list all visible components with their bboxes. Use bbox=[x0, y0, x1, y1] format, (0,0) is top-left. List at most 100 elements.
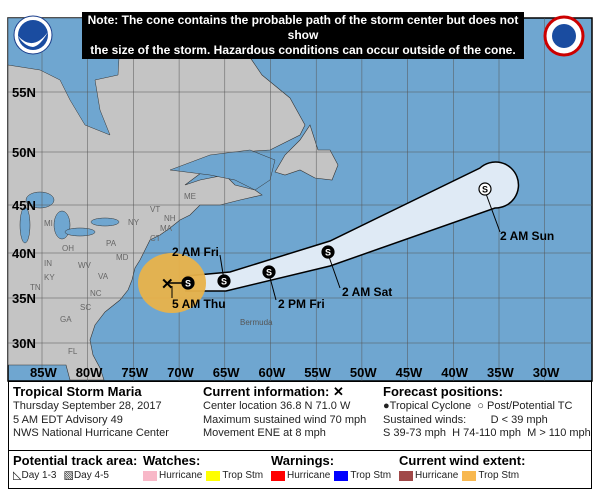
storm-symbol: S bbox=[482, 185, 488, 195]
label-2am-fri: 2 AM Fri bbox=[172, 245, 219, 259]
state-label: WV bbox=[78, 261, 92, 270]
warn-ts-swatch bbox=[334, 470, 349, 481]
state-label: ME bbox=[184, 192, 196, 201]
watch-ts-label: Trop Stm bbox=[222, 470, 264, 481]
wind-ts-label: Trop Stm bbox=[478, 470, 520, 481]
lat-label: 30N bbox=[12, 336, 36, 351]
state-label: MD bbox=[116, 253, 129, 262]
watch-hurricane-swatch bbox=[143, 470, 157, 481]
lat-label: 40N bbox=[12, 246, 36, 261]
day13-cone-icon: ◺ bbox=[13, 469, 22, 482]
watch-ts-swatch bbox=[206, 470, 221, 481]
day45-cone-icon: ▧ bbox=[63, 469, 74, 482]
sustained-label: Sustained winds: bbox=[383, 413, 467, 426]
tropical-cyclone-dot-icon: ● bbox=[383, 400, 390, 412]
state-label: OH bbox=[62, 244, 74, 253]
lon-label: 50W bbox=[350, 365, 377, 380]
note-line-2: the size of the storm. Hazardous conditi… bbox=[90, 43, 516, 57]
max-wind: Maximum sustained wind 70 mph bbox=[203, 413, 367, 426]
day13-label: Day 1-3 bbox=[21, 470, 57, 481]
wind-hurricane-swatch bbox=[399, 470, 413, 481]
lon-label: 65W bbox=[213, 365, 240, 380]
state-label: GA bbox=[60, 315, 72, 324]
current-info-heading: Current information: ✕ bbox=[203, 384, 344, 399]
center-location: Center location 36.8 N 71.0 W bbox=[203, 400, 351, 412]
lat-label: 45N bbox=[12, 198, 36, 213]
wind-heading: Current wind extent: bbox=[399, 453, 526, 468]
current-position-x-icon: ✕ bbox=[161, 276, 174, 293]
state-label: FL bbox=[68, 347, 78, 356]
state-label: MA bbox=[160, 224, 173, 233]
storm-symbol: S bbox=[325, 248, 331, 258]
wind-hurricane-label: Hurricane bbox=[415, 470, 459, 481]
forecast-point: S bbox=[478, 182, 492, 196]
track-heading: Potential track area: bbox=[13, 453, 138, 468]
lon-label: 55W bbox=[304, 365, 331, 380]
d-category: D < 39 mph bbox=[490, 413, 548, 426]
lon-label: 60W bbox=[259, 365, 286, 380]
state-label: SC bbox=[80, 303, 91, 312]
lon-label: 75W bbox=[121, 365, 148, 380]
storm-symbol: S bbox=[266, 268, 272, 278]
storm-title: Tropical Storm Maria bbox=[13, 384, 142, 399]
wind-ts-swatch bbox=[462, 470, 477, 481]
cone-disclaimer: Note: The cone contains the probable pat… bbox=[82, 12, 524, 59]
note-line-1: Note: The cone contains the probable pat… bbox=[87, 13, 519, 42]
legend-panel: Potential track area: ◺Day 1-3 ▧Day 4-5 … bbox=[8, 451, 592, 489]
state-label: VA bbox=[98, 272, 109, 281]
watches-heading: Watches: bbox=[143, 453, 201, 468]
advisory: 5 AM EDT Advisory 49 bbox=[13, 413, 123, 426]
label-5am-thu: 5 AM Thu bbox=[172, 297, 226, 311]
lon-label: 35W bbox=[487, 365, 514, 380]
state-label: IN bbox=[44, 259, 52, 268]
tc-legend: Tropical Cyclone bbox=[389, 400, 472, 412]
label-2am-sat: 2 AM Sat bbox=[342, 285, 392, 299]
warnings-heading: Warnings: bbox=[271, 453, 335, 468]
nws-logo bbox=[543, 15, 585, 57]
label-2am-sun: 2 AM Sun bbox=[500, 229, 554, 243]
warn-ts-label: Trop Stm bbox=[350, 470, 392, 481]
state-label: NH bbox=[164, 214, 176, 223]
shm-categories: S 39-73 mph H 74-110 mph M > 110 mph bbox=[383, 427, 591, 439]
lon-label: 40W bbox=[441, 365, 468, 380]
storm-symbol: S bbox=[185, 279, 191, 289]
state-label: VT bbox=[150, 205, 160, 214]
state-label: NC bbox=[90, 289, 102, 298]
forecast-point: S bbox=[181, 276, 195, 290]
post-tc-circle-icon: ○ bbox=[477, 400, 484, 412]
state-label: KY bbox=[44, 273, 55, 282]
forecast-point: S bbox=[321, 245, 335, 259]
bermuda-label: Bermuda bbox=[240, 318, 273, 327]
forecast-heading: Forecast positions: bbox=[383, 384, 503, 399]
lon-label: 80W bbox=[76, 365, 103, 380]
state-label: NY bbox=[128, 218, 140, 227]
warn-hurricane-swatch bbox=[271, 470, 285, 481]
state-label: PA bbox=[106, 239, 117, 248]
state-label: MI bbox=[44, 219, 53, 228]
storm-symbol: S bbox=[221, 277, 227, 287]
lon-label: 30W bbox=[533, 365, 560, 380]
lon-label: 85W bbox=[30, 365, 57, 380]
state-label: CT bbox=[150, 234, 161, 243]
lat-label: 50N bbox=[12, 145, 36, 160]
warn-hurricane-label: Hurricane bbox=[287, 470, 331, 481]
day45-label: Day 4-5 bbox=[73, 470, 109, 481]
state-label: TN bbox=[30, 283, 41, 292]
forecast-point: S bbox=[217, 274, 231, 288]
graticule bbox=[8, 18, 592, 381]
lon-label: 70W bbox=[167, 365, 194, 380]
forecast-point: S bbox=[262, 265, 276, 279]
lat-label: 35N bbox=[12, 291, 36, 306]
date: Thursday September 28, 2017 bbox=[13, 400, 162, 412]
info-panel: Tropical Storm Maria Thursday September … bbox=[8, 381, 592, 451]
forecast-cone bbox=[185, 161, 520, 292]
label-2pm-fri: 2 PM Fri bbox=[278, 297, 325, 311]
movement: Movement ENE at 8 mph bbox=[203, 427, 326, 439]
lat-label: 55N bbox=[12, 85, 36, 100]
lon-label: 45W bbox=[396, 365, 423, 380]
watch-hurricane-label: Hurricane bbox=[159, 470, 203, 481]
noaa-logo bbox=[13, 15, 53, 55]
issuer: NWS National Hurricane Center bbox=[13, 427, 169, 439]
ptc-legend: Post/Potential TC bbox=[487, 400, 573, 412]
